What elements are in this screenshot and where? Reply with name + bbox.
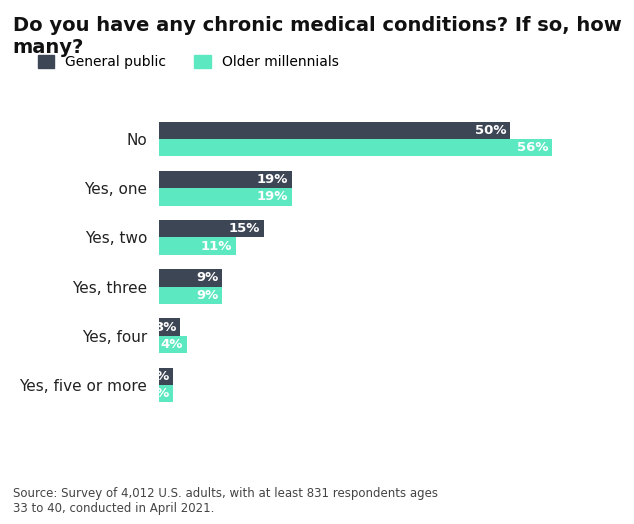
Text: 19%: 19% [257,173,288,186]
Bar [158,139,552,156]
Text: Source: Survey of 4,012 U.S. adults, with at least 831 respondents ages
33 to 40: Source: Survey of 4,012 U.S. adults, wit… [13,487,437,515]
Text: 4%: 4% [160,338,183,351]
Bar [158,237,236,255]
Bar [158,122,510,139]
Bar [158,269,222,287]
Text: 15%: 15% [229,222,261,235]
Text: 9%: 9% [196,289,218,302]
Legend: General public, Older millennials: General public, Older millennials [37,55,339,69]
Text: 2%: 2% [147,387,169,400]
Text: Do you have any chronic medical conditions? If so, how many?: Do you have any chronic medical conditio… [13,16,621,57]
Bar [158,319,179,336]
Text: 56%: 56% [517,141,548,154]
Bar [158,220,264,237]
Text: 50%: 50% [475,124,506,137]
Text: 3%: 3% [153,321,176,334]
Bar [158,188,292,205]
Bar [158,287,222,304]
Bar [158,368,172,385]
Text: 11%: 11% [201,239,232,253]
Text: 9%: 9% [196,271,218,285]
Bar [158,385,172,402]
Text: 19%: 19% [257,190,288,203]
Bar [158,336,186,353]
Text: 2%: 2% [147,370,169,383]
Bar [158,171,292,188]
